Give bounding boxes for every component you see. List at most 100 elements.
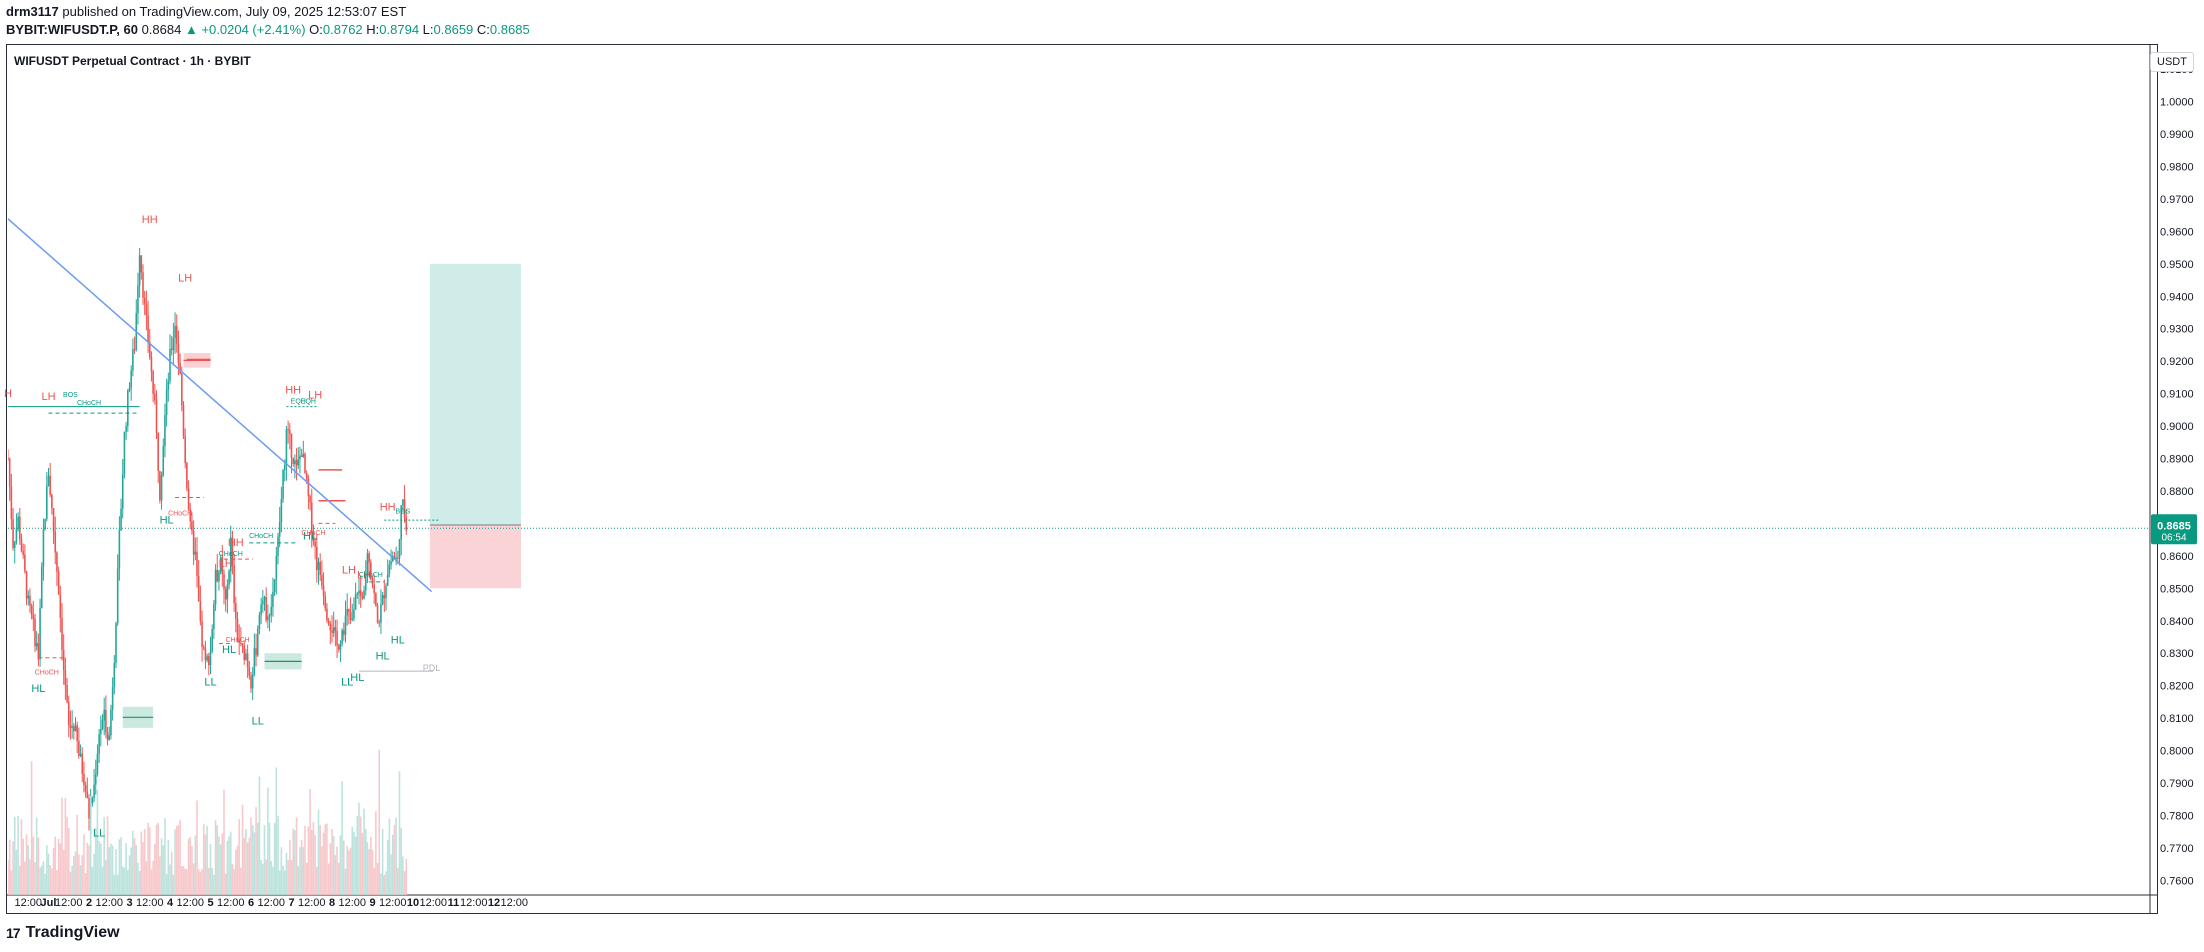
- chart-frame[interactable]: [6, 44, 2158, 914]
- volume-bar: [256, 822, 259, 895]
- y-tick-label: 0.7900: [2160, 778, 2194, 790]
- structure-small-label: EQH: [291, 398, 306, 405]
- candle: [147, 300, 149, 353]
- candle-body: [40, 566, 43, 609]
- volume-bar: [101, 866, 104, 895]
- candle-body: [307, 479, 310, 497]
- volume-bar: [383, 874, 386, 895]
- volume-bar: [268, 822, 271, 895]
- candle-body: [106, 732, 109, 740]
- candle: [317, 557, 320, 585]
- volume-bar: [297, 866, 300, 895]
- candle-body: [34, 618, 36, 647]
- author-name[interactable]: drm3117: [6, 4, 59, 19]
- volume-bar: [405, 858, 408, 895]
- y-tick-label: 0.9100: [2160, 389, 2194, 401]
- candle: [101, 714, 104, 731]
- candle-body: [356, 593, 359, 595]
- volume-bar: [292, 828, 294, 895]
- candle-body: [241, 643, 244, 646]
- candle-body: [258, 615, 261, 630]
- candle: [373, 574, 375, 604]
- candle: [314, 537, 316, 560]
- candle: [27, 590, 30, 606]
- candle-body: [324, 595, 327, 609]
- volume-bar: [370, 836, 372, 895]
- candle: [209, 636, 212, 675]
- candle-body: [150, 356, 153, 372]
- candle: [277, 532, 279, 565]
- candle-body: [175, 325, 178, 344]
- candle: [280, 486, 283, 533]
- structure-label: LL: [252, 716, 264, 728]
- candle-body: [373, 584, 375, 594]
- volume-bar: [356, 815, 359, 895]
- volume-bar: [159, 856, 161, 895]
- volume-bar: [74, 851, 77, 895]
- candle: [265, 587, 267, 623]
- candle-body: [88, 798, 90, 819]
- volume-bar: [106, 816, 109, 895]
- candle: [395, 546, 397, 566]
- volume-bar: [169, 864, 171, 895]
- candle: [376, 602, 379, 624]
- volume-bar: [228, 836, 230, 895]
- candle: [258, 611, 261, 635]
- candle: [106, 726, 109, 746]
- volume-bar: [250, 817, 252, 895]
- chart-legend-title: WIFUSDT Perpetual Contract · 1h · BYBIT: [14, 54, 251, 68]
- volume-bar: [27, 845, 30, 895]
- candle: [211, 624, 213, 654]
- candle: [51, 493, 53, 515]
- volume-bar: [351, 826, 354, 895]
- symbol-label: BYBIT:WIFUSDT.P, 60: [6, 22, 138, 37]
- candle: [69, 710, 72, 740]
- volume-bar: [132, 830, 134, 895]
- candle-body: [123, 431, 126, 475]
- volume-bar: [150, 869, 153, 895]
- volume-bar: [152, 860, 154, 895]
- low-label: L:: [422, 22, 434, 37]
- candle-body: [211, 629, 213, 652]
- candle: [20, 533, 23, 553]
- candle-body: [204, 648, 207, 661]
- candle-body: [388, 564, 391, 575]
- candle: [204, 640, 207, 670]
- candle: [189, 502, 192, 530]
- candle: [343, 622, 345, 641]
- price-marker: [2151, 514, 2197, 545]
- volume-bar: [127, 870, 129, 895]
- x-tick-label: 12:00: [95, 897, 123, 909]
- candle-body: [162, 446, 165, 476]
- volume-bar: [211, 867, 213, 895]
- candle-body: [44, 519, 46, 530]
- candle-body: [336, 630, 338, 646]
- volume-bar: [164, 818, 166, 895]
- candle-body: [8, 458, 11, 487]
- candle-body: [256, 629, 259, 656]
- candle-body: [397, 557, 399, 559]
- x-tick-label: 5: [207, 897, 213, 909]
- candle-body: [302, 453, 305, 457]
- candle-body: [194, 551, 197, 555]
- candle: [243, 640, 246, 665]
- candle-body: [398, 539, 401, 559]
- candle: [208, 652, 210, 676]
- volume-bar: [192, 863, 195, 895]
- candle: [197, 559, 200, 602]
- candle: [116, 554, 119, 626]
- volume-bar: [373, 868, 375, 895]
- candle-body: [127, 390, 129, 427]
- candle: [260, 597, 262, 624]
- candle: [405, 509, 408, 535]
- x-tick-label: 12:00: [257, 897, 285, 909]
- volume-bar: [148, 827, 151, 895]
- candle-body: [278, 522, 281, 537]
- tradingview-logo[interactable]: 17 TradingView: [6, 924, 120, 942]
- currency-button[interactable]: USDT: [2150, 52, 2194, 72]
- candle: [64, 657, 67, 700]
- volume-bar: [326, 823, 328, 895]
- candle-body: [191, 521, 193, 531]
- volume-bar: [61, 797, 63, 895]
